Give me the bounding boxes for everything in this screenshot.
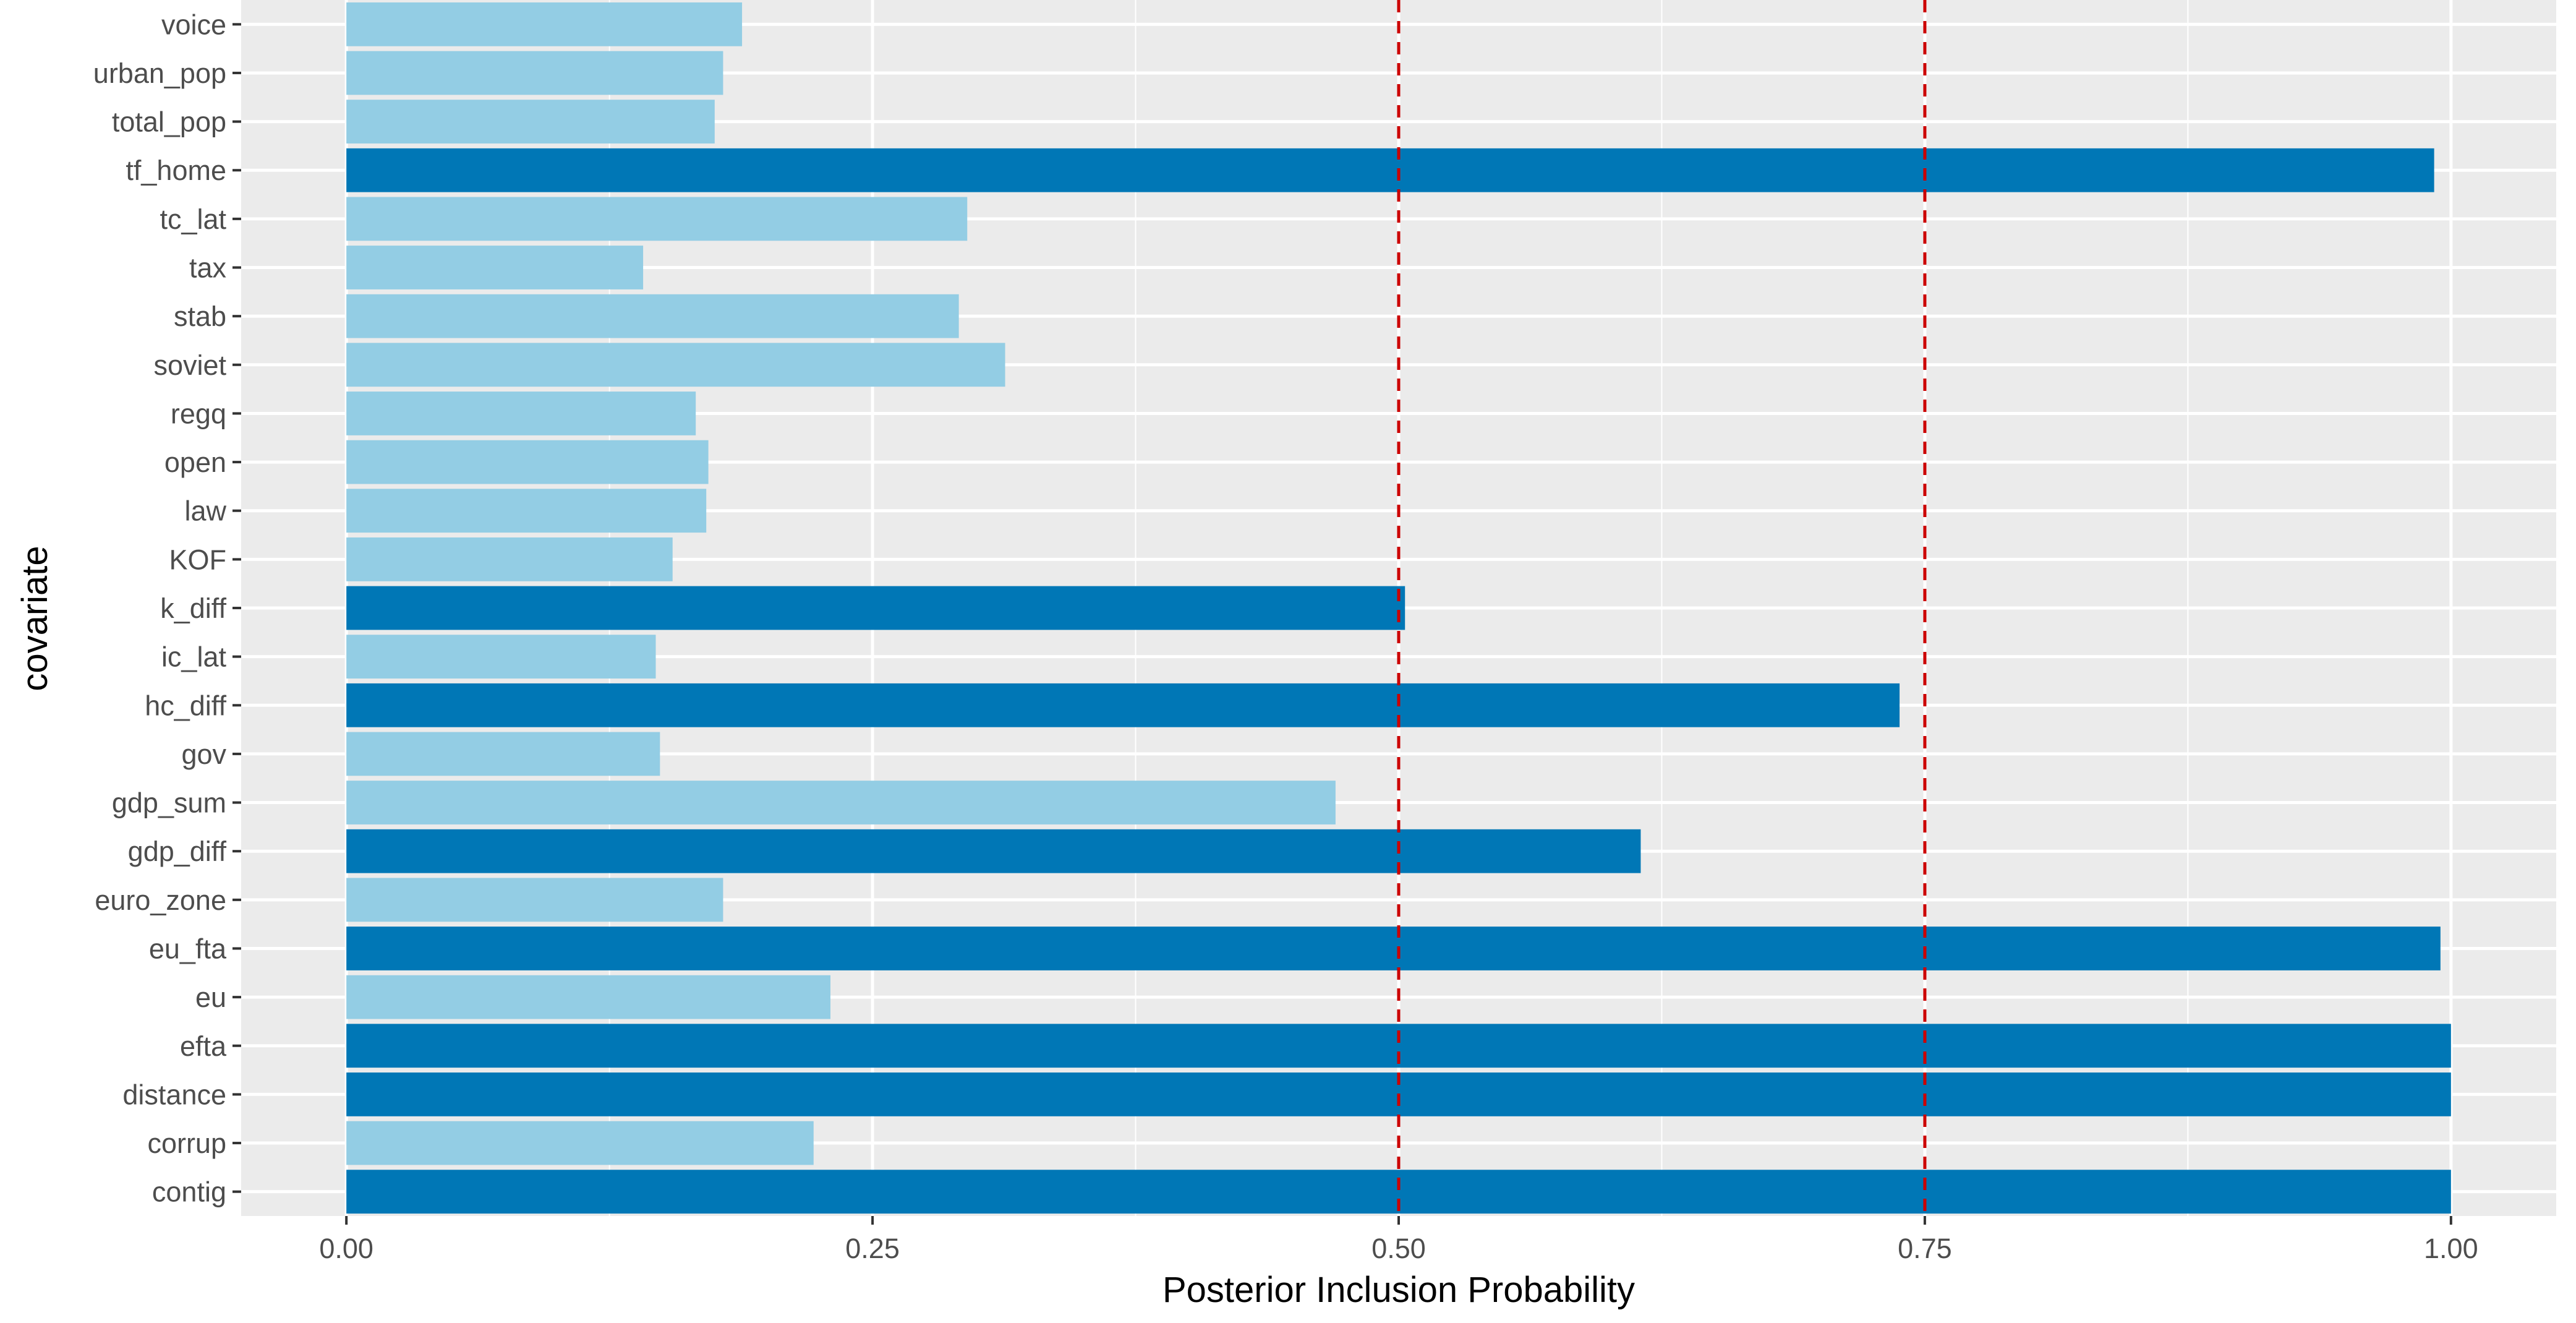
y-tick-label: total_pop: [112, 106, 226, 138]
y-tick-label: open: [164, 447, 226, 478]
x-tick-label: 0.50: [1371, 1233, 1426, 1264]
bar-open: [346, 440, 709, 484]
bar-gdp-diff: [346, 829, 1641, 873]
bar-soviet: [346, 343, 1005, 387]
x-tick-label: 0.75: [1898, 1233, 1952, 1264]
reference-lines: [1397, 0, 1927, 1216]
y-tick-label: eu: [195, 982, 226, 1013]
y-tick-label: tf_home: [126, 155, 226, 186]
y-tick-label: stab: [174, 301, 226, 332]
y-tick-label: law: [184, 495, 226, 527]
y-tick-label: ic_lat: [161, 641, 227, 673]
y-tick-label: KOF: [169, 544, 226, 575]
x-axis-title: Posterior Inclusion Probability: [1162, 1270, 1635, 1310]
bar-total-pop: [346, 100, 715, 143]
bar-tax: [346, 246, 644, 289]
bar-eu-fta: [346, 927, 2441, 970]
bar-k-diff: [346, 586, 1405, 630]
y-tick-label: distance: [122, 1079, 226, 1110]
bar-law: [346, 489, 707, 533]
bar-euro-zone: [346, 878, 723, 922]
bar-regq: [346, 392, 696, 435]
bar-gov: [346, 732, 660, 776]
y-tick-label: soviet: [153, 349, 226, 381]
y-tick-label: gov: [181, 739, 226, 770]
y-tick-label: euro_zone: [95, 884, 226, 916]
y-tick-label: efta: [180, 1030, 227, 1062]
y-tick-label: contig: [152, 1176, 226, 1208]
bar-eu: [346, 975, 831, 1019]
y-tick-label: tc_lat: [160, 203, 226, 235]
y-tick-label: regq: [171, 398, 226, 429]
bar-hc-diff: [346, 683, 1900, 727]
y-tick-label: urban_pop: [93, 58, 226, 89]
bar-urban-pop: [346, 51, 723, 95]
bar-corrup: [346, 1121, 814, 1165]
bar-tf-home: [346, 148, 2434, 192]
x-tick-label: 0.25: [845, 1233, 900, 1264]
x-tick-label: 1.00: [2424, 1233, 2478, 1264]
y-tick-label: eu_fta: [149, 933, 227, 964]
bar-voice: [346, 2, 743, 46]
y-tick-label: gdp_diff: [128, 836, 227, 867]
y-tick-label: gdp_sum: [112, 787, 226, 819]
bar-ic-lat: [346, 635, 656, 679]
y-tick-label: hc_diff: [145, 690, 226, 721]
y-axis-title: covariate: [15, 546, 55, 691]
bar-gdp-sum: [346, 781, 1336, 824]
x-tick-label: 0.00: [319, 1233, 373, 1264]
y-tick-label: tax: [189, 252, 227, 284]
y-tick-label: voice: [161, 9, 226, 40]
y-tick-label: corrup: [147, 1128, 226, 1159]
bar-tc-lat: [346, 197, 968, 241]
y-tick-label: k_diff: [160, 593, 226, 624]
bar-kof: [346, 537, 673, 581]
bar-stab: [346, 294, 959, 338]
